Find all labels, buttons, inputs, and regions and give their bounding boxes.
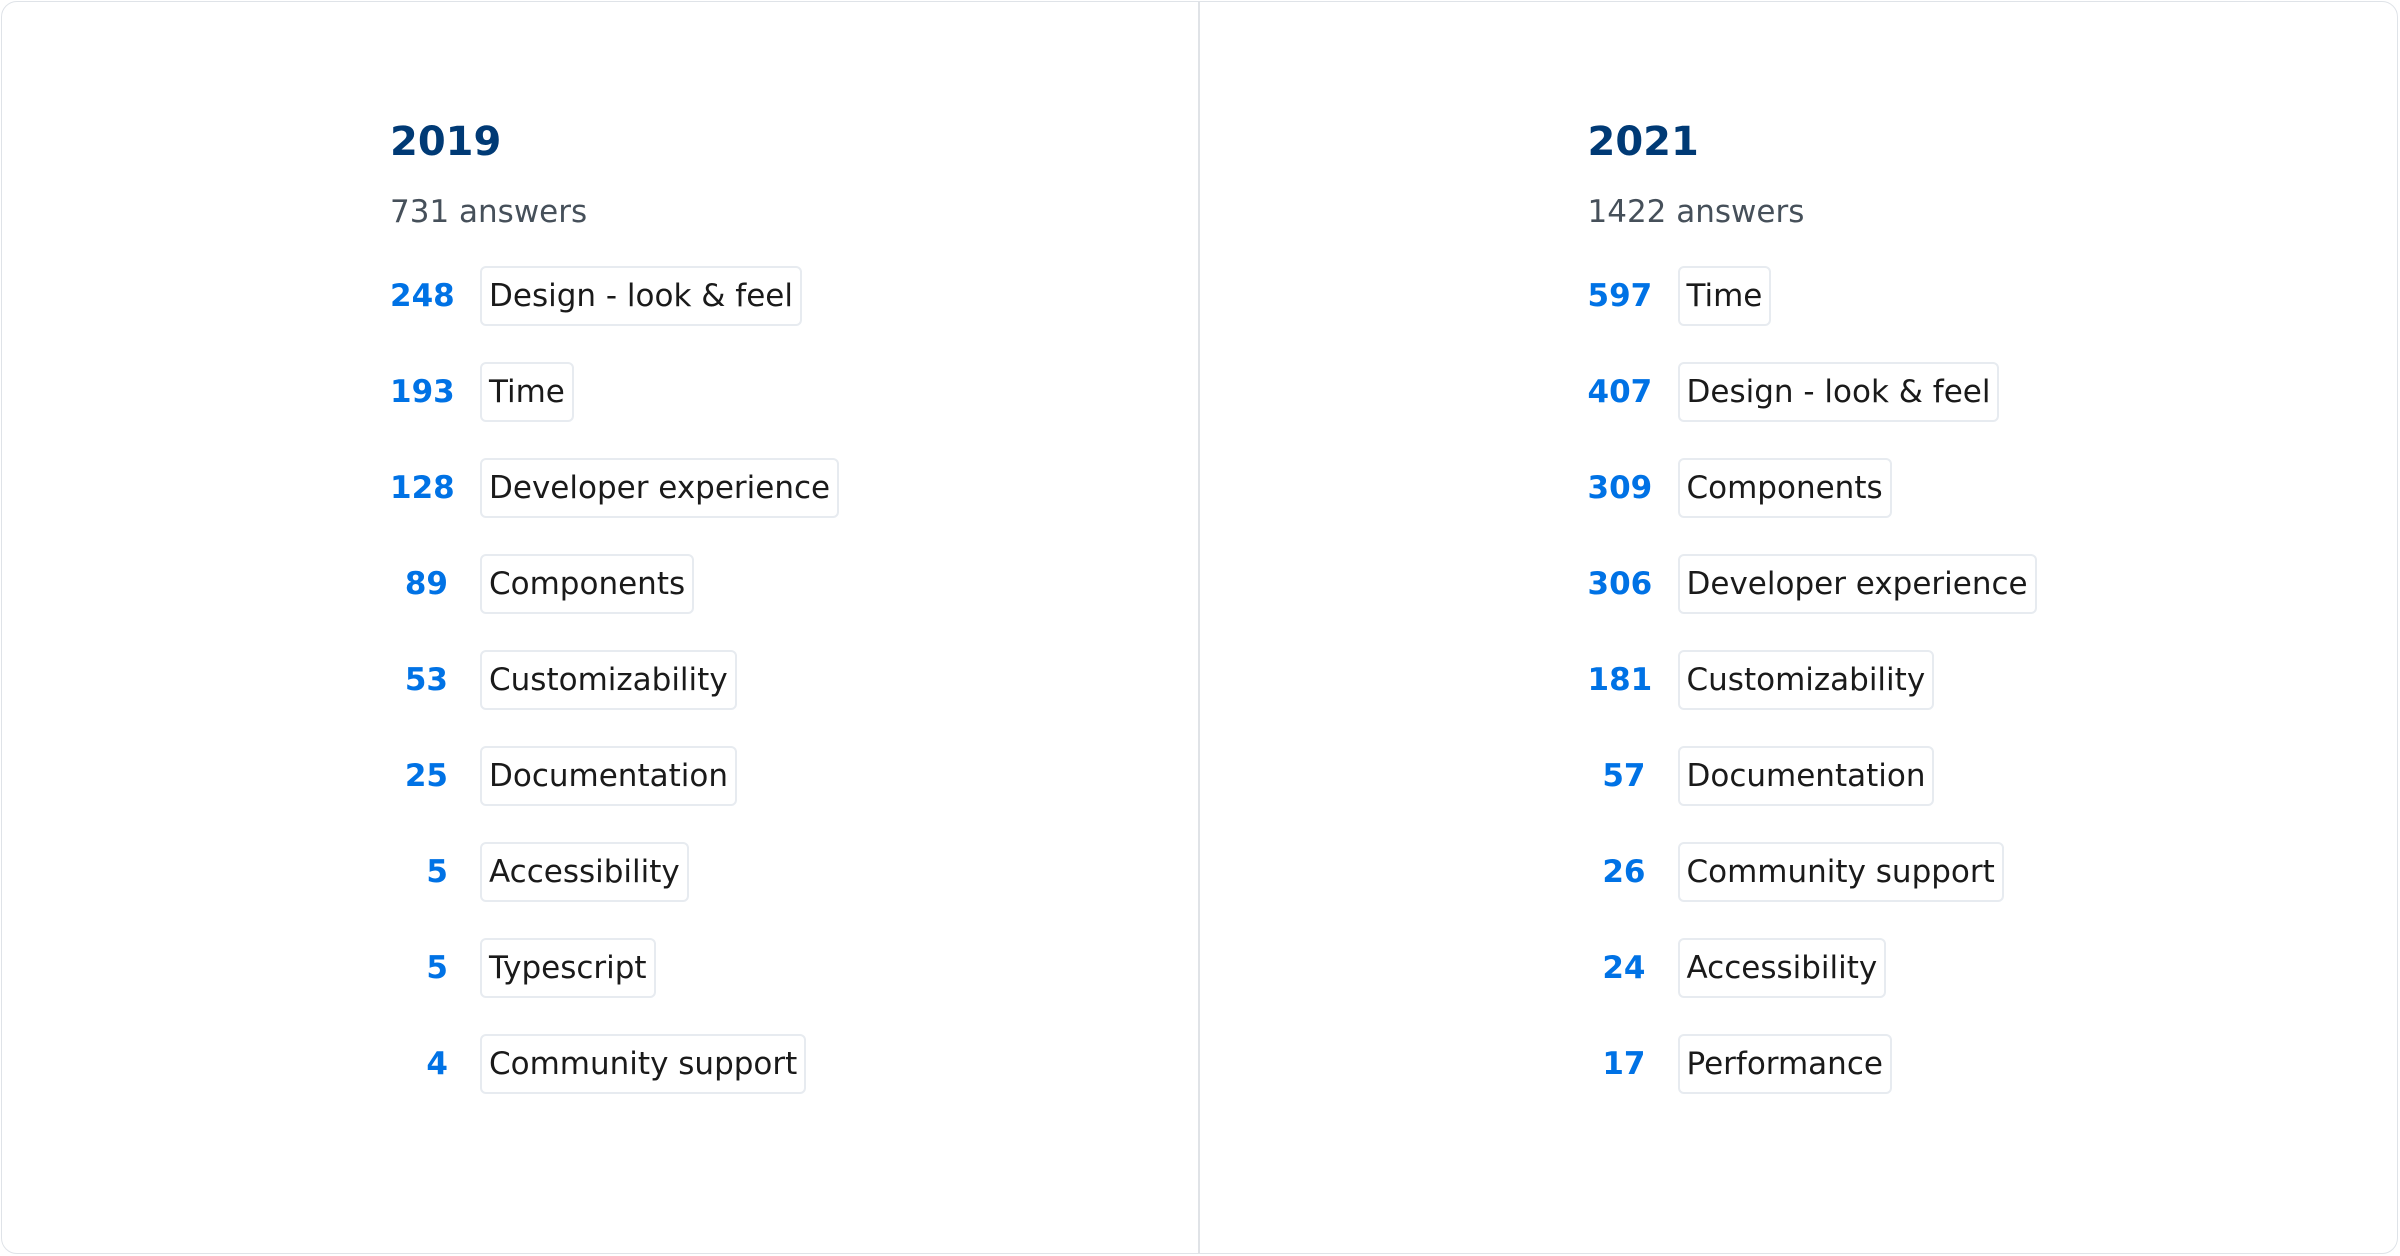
- item-tag: Developer experience: [480, 458, 840, 518]
- list-item: 309 Components: [1588, 456, 2037, 520]
- item-tag: Documentation: [1677, 746, 1935, 806]
- column-2019: 2019 731 answers 248 Design - look & feel…: [2, 2, 1200, 1253]
- list-item: 128 Developer experience: [390, 456, 840, 520]
- item-count: 309: [1587, 470, 1653, 506]
- list-item: 53 Customizability: [390, 648, 839, 712]
- column-title: 2021: [1587, 119, 1699, 165]
- list-item: 17 Performance: [1588, 1032, 2037, 1096]
- list-item: 25 Documentation: [390, 744, 839, 808]
- item-tag: Components: [1677, 458, 1892, 518]
- item-count: 57: [1602, 758, 1646, 794]
- list-item: 407 Design - look & feel: [1588, 360, 2037, 424]
- item-count: 24: [1602, 950, 1646, 986]
- item-count: 25: [404, 758, 448, 794]
- item-tag: Time: [480, 362, 574, 422]
- item-count: 181: [1587, 662, 1653, 698]
- list-item: 24 Accessibility: [1588, 936, 2037, 1000]
- list-item: 4 Community support: [390, 1032, 839, 1096]
- list-item: 248 Design - look & feel: [390, 264, 839, 328]
- item-list: 248 Design - look & feel 193 Time 128 Develop…: [390, 264, 840, 1096]
- list-item: 597 Time: [1588, 264, 2037, 328]
- column-title: 2019: [390, 119, 502, 165]
- item-tag: Accessibility: [480, 842, 689, 902]
- item-tag: Performance: [1677, 1034, 1892, 1094]
- item-tag: Community support: [1677, 842, 2004, 902]
- item-count: 248: [390, 278, 455, 314]
- item-count: 193: [390, 374, 455, 410]
- item-tag: Community support: [480, 1034, 807, 1094]
- answers-count: 731 answers: [390, 194, 588, 230]
- item-count: 407: [1587, 374, 1653, 410]
- list-item: 5 Typescript: [390, 936, 839, 1000]
- item-count: 5: [426, 950, 448, 986]
- item-count: 5: [426, 854, 448, 890]
- item-count: 306: [1587, 566, 1653, 602]
- item-tag: Accessibility: [1677, 938, 1887, 998]
- answers-count: 1422 answers: [1587, 194, 1805, 230]
- item-tag: Customizability: [480, 650, 737, 710]
- list-item: 306 Developer experience: [1588, 552, 2037, 616]
- item-tag: Design - look & feel: [1677, 362, 2000, 422]
- list-item: 57 Documentation: [1588, 744, 2037, 808]
- list-item: 89 Components: [390, 552, 839, 616]
- column-2021: 2021 1422 answers 597 Time 407 Design - loo…: [1200, 2, 2398, 1253]
- item-count: 4: [426, 1046, 448, 1082]
- item-tag: Customizability: [1677, 650, 1935, 710]
- list-item: 181 Customizability: [1588, 648, 2037, 712]
- item-tag: Components: [480, 554, 695, 614]
- item-tag: Documentation: [480, 746, 737, 806]
- item-tag: Typescript: [480, 938, 656, 998]
- item-count: 597: [1587, 278, 1653, 314]
- item-tag: Time: [1677, 266, 1772, 326]
- item-count: 53: [404, 662, 448, 698]
- item-count: 26: [1602, 854, 1646, 890]
- item-count: 17: [1602, 1046, 1646, 1082]
- list-item: 26 Community support: [1588, 840, 2037, 904]
- item-tag: Developer experience: [1677, 554, 2037, 614]
- item-list: 597 Time 407 Design - look & feel 309 Compone…: [1588, 264, 2037, 1096]
- item-tag: Design - look & feel: [480, 266, 802, 326]
- list-item: 5 Accessibility: [390, 840, 839, 904]
- item-count: 128: [390, 470, 455, 506]
- list-item: 193 Time: [390, 360, 839, 424]
- item-count: 89: [404, 566, 448, 602]
